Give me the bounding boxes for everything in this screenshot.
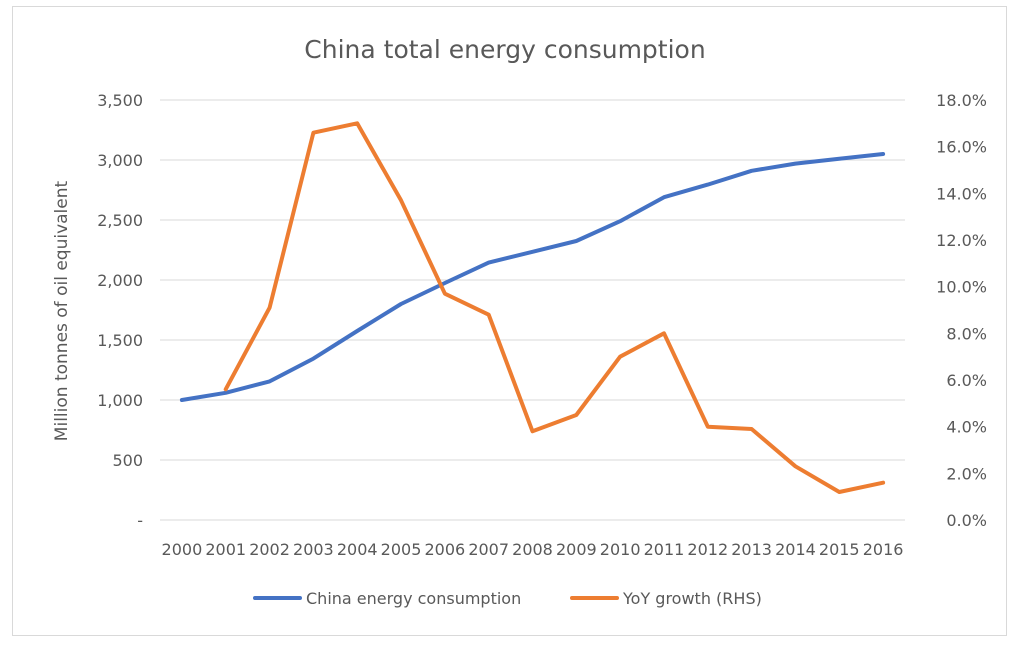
x-tick-label: 2011 (644, 540, 685, 559)
x-tick-label: 2003 (293, 540, 334, 559)
x-tick-label: 2009 (556, 540, 597, 559)
y-tick-label: 500 (112, 451, 143, 470)
series-line-0 (179, 152, 886, 402)
x-axis-ticks: 2000 2001 2002 2003 2004 2005 2006 2007 2008 2009… (162, 540, 904, 559)
x-tick-label: 2001 (205, 540, 246, 559)
x-tick-label: 2008 (512, 540, 553, 559)
y2-tick-label: 4.0% (946, 418, 987, 437)
x-tick-label: 2010 (600, 540, 641, 559)
right-axis-ticks: 0.0% 2.0% 4.0% 6.0% 8.0% 10.0% 12.0% 14.0% 16.0%… (936, 91, 987, 530)
y2-tick-label: 12.0% (936, 231, 987, 250)
y2-tick-label: 10.0% (936, 278, 987, 297)
gridlines (160, 99, 905, 521)
y2-tick-label: 16.0% (936, 138, 987, 157)
series-line-1 (223, 121, 886, 494)
y-tick-label: 2,500 (97, 211, 143, 230)
x-tick-label: 2007 (468, 540, 509, 559)
x-tick-label: 2000 (162, 540, 203, 559)
legend: China energy consumption YoY growth (RHS) (253, 589, 762, 608)
x-tick-label: 2002 (249, 540, 290, 559)
legend-label: China energy consumption (306, 589, 521, 608)
y-axis-title: Million tonnes of oil equivalent (52, 180, 72, 441)
y-tick-label: 3,500 (97, 91, 143, 110)
y2-tick-label: 14.0% (936, 184, 987, 203)
y-tick-label: 2,000 (97, 271, 143, 290)
y-tick-label: 1,500 (97, 331, 143, 350)
left-axis-ticks: - 500 1,000 1,500 2,000 2,500 3,000 3,500 (97, 91, 143, 530)
x-tick-label: 2004 (337, 540, 378, 559)
y-tick-label: 3,000 (97, 151, 143, 170)
y2-tick-label: 8.0% (946, 324, 987, 343)
y2-tick-label: 2.0% (946, 464, 987, 483)
x-tick-label: 2012 (687, 540, 728, 559)
x-tick-label: 2005 (381, 540, 422, 559)
x-tick-label: 2014 (775, 540, 816, 559)
x-tick-label: 2006 (424, 540, 465, 559)
y2-tick-label: 0.0% (946, 511, 987, 530)
chart-title: China total energy consumption (304, 35, 705, 64)
y-tick-label: 1,000 (97, 391, 143, 410)
series-lines (179, 121, 886, 494)
legend-label: YoY growth (RHS) (622, 589, 762, 608)
y2-tick-label: 18.0% (936, 91, 987, 110)
x-tick-label: 2015 (819, 540, 860, 559)
y2-tick-label: 6.0% (946, 371, 987, 390)
y-tick-label: - (137, 511, 143, 530)
x-tick-label: 2013 (731, 540, 772, 559)
x-tick-label: 2016 (863, 540, 904, 559)
chart-frame (12, 6, 1007, 636)
